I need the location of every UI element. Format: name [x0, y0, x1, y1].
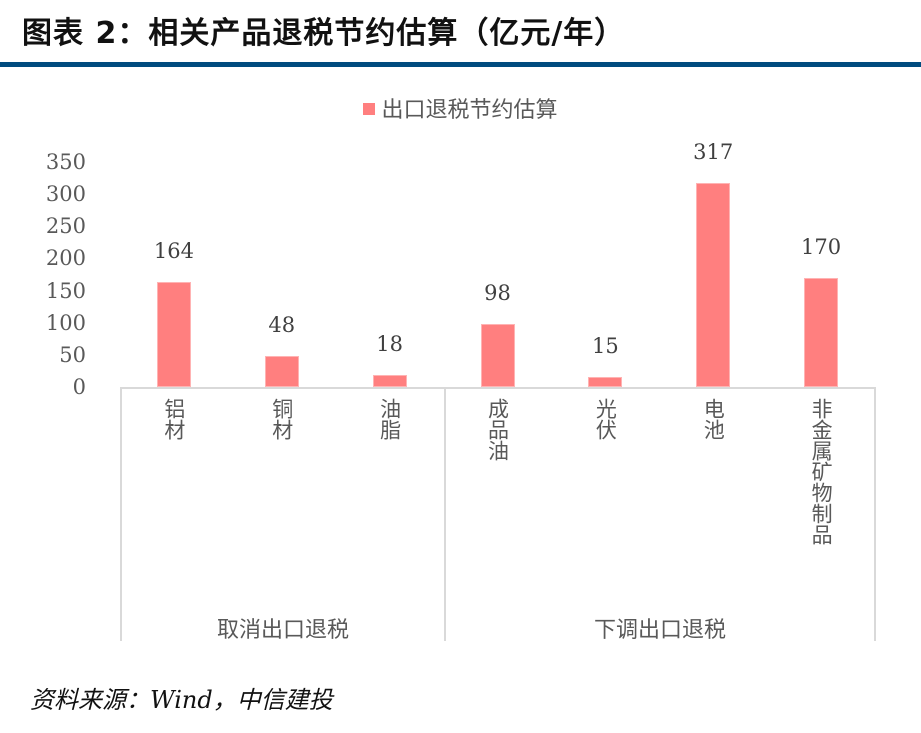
figure-title: 图表 2：相关产品退税节约估算（亿元/年） — [22, 16, 626, 51]
category-label: 成品油 — [485, 398, 510, 461]
y-tick: 100 — [45, 311, 86, 335]
y-tick: 0 — [72, 375, 86, 399]
y-tick: 200 — [45, 246, 86, 270]
bar — [696, 183, 731, 387]
title-rule — [0, 62, 921, 67]
y-tick: 350 — [45, 150, 86, 174]
y-tick: 50 — [59, 343, 86, 367]
bar — [804, 277, 839, 387]
category-label: 非金属矿物制品 — [809, 398, 834, 545]
category-label: 铝材 — [161, 398, 186, 440]
bar — [588, 377, 623, 387]
data-label: 15 — [591, 334, 619, 359]
group-divider-right — [874, 387, 876, 641]
x-axis-line — [120, 387, 876, 389]
category-label: 油脂 — [377, 398, 402, 440]
legend-label: 出口退税节约估算 — [381, 98, 558, 123]
group-label-reduce: 下调出口退税 — [593, 618, 726, 643]
category-label: 铜材 — [269, 398, 294, 440]
chart-legend: 出口退税节约估算 — [0, 92, 921, 124]
group-label-cancel: 取消出口退税 — [216, 618, 349, 643]
data-label: 317 — [693, 140, 734, 165]
category-label: 光伏 — [593, 398, 618, 440]
bar — [480, 323, 515, 387]
y-tick: 300 — [45, 182, 86, 206]
group-divider-middle — [444, 387, 446, 641]
source-note: 资料来源：Wind，中信建投 — [30, 686, 333, 714]
category-label: 电池 — [701, 398, 726, 440]
data-label: 98 — [484, 280, 511, 305]
group-divider-left — [120, 387, 122, 641]
legend-swatch — [363, 103, 376, 115]
data-label: 18 — [376, 332, 403, 357]
data-label: 48 — [268, 313, 296, 338]
bar — [156, 281, 191, 387]
bar — [372, 375, 407, 387]
data-label: 170 — [801, 234, 842, 259]
data-label: 164 — [153, 238, 194, 263]
y-tick: 150 — [45, 279, 86, 303]
y-tick: 250 — [45, 214, 86, 238]
bar — [264, 356, 299, 387]
